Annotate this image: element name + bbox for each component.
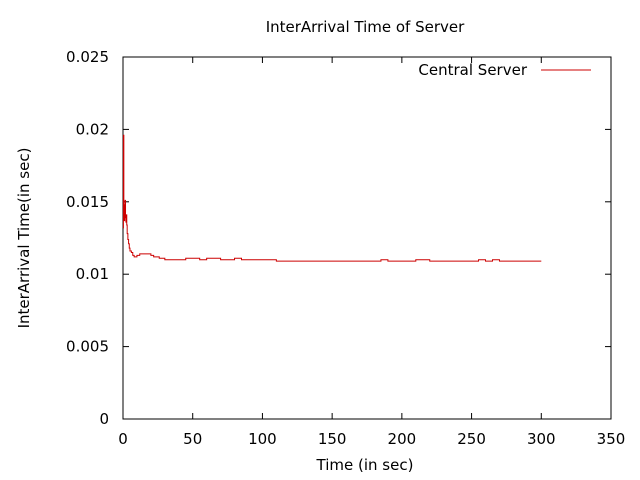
x-axis: 0 50 100 150 200 250 300 350 xyxy=(118,57,625,448)
x-tick-label: 0 xyxy=(118,430,128,448)
y-tick-label: 0.02 xyxy=(76,120,109,138)
y-tick-label: 0.025 xyxy=(66,48,109,66)
x-tick-label: 50 xyxy=(183,430,202,448)
y-tick-label: 0.005 xyxy=(66,338,109,356)
x-tick-label: 150 xyxy=(318,430,347,448)
x-tick-label: 200 xyxy=(388,430,417,448)
series-line-central-server xyxy=(122,134,542,262)
y-tick-label: 0.01 xyxy=(76,265,109,283)
x-tick-label: 100 xyxy=(248,430,277,448)
x-tick-label: 350 xyxy=(597,430,626,448)
y-axis-label: InterArrival Time(in sec) xyxy=(15,148,33,329)
chart-title: InterArrival Time of Server xyxy=(266,18,465,36)
plot-frame xyxy=(122,56,612,420)
x-tick-label: 300 xyxy=(527,430,556,448)
y-tick-label: 0.015 xyxy=(66,193,109,211)
x-tick-label: 250 xyxy=(457,430,486,448)
y-axis: 0 0.005 0.01 0.015 0.02 0.025 xyxy=(66,48,611,428)
y-tick-label: 0 xyxy=(99,410,109,428)
x-axis-label: Time (in sec) xyxy=(316,456,414,474)
legend-label: Central Server xyxy=(418,61,527,79)
legend: Central Server xyxy=(418,61,591,79)
